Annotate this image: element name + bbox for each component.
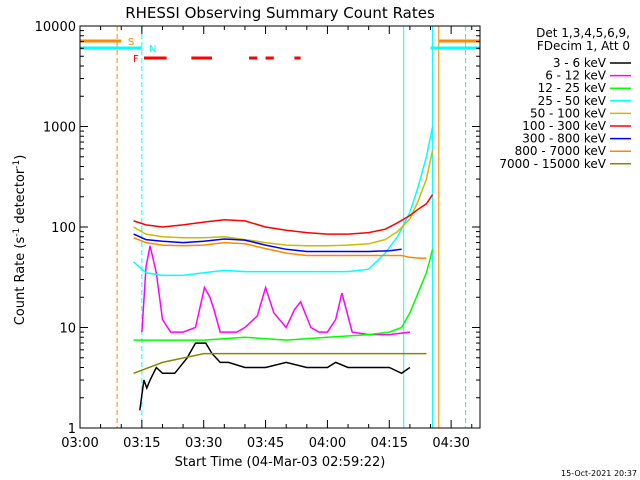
- y-axis-label-sup2: -1: [12, 160, 22, 169]
- series-layer: [133, 126, 434, 411]
- x-tick-label-5: 04:15: [371, 436, 408, 451]
- flag-label-n: N: [149, 44, 156, 55]
- legend-label-50-100-kev: 50 - 100 keV: [530, 106, 607, 120]
- x-tick-label-3: 03:45: [247, 436, 284, 451]
- x-tick-label-1: 03:15: [123, 436, 160, 451]
- chart-title: RHESSI Observing Summary Count Rates: [125, 4, 435, 22]
- y-tick-label-2: 100: [51, 221, 76, 236]
- series-line-7000-15000-kev: [133, 352, 427, 375]
- flag-label-s: S: [128, 37, 134, 48]
- y-axis-label-end: ): [13, 155, 28, 160]
- legend-label-3-6-kev: 3 - 6 keV: [553, 56, 607, 70]
- legend-header-1: Det 1,3,4,5,6,9,: [536, 26, 630, 40]
- x-tick-label-4: 04:00: [309, 436, 346, 451]
- series-line-3-6-kev: [139, 342, 411, 411]
- legend-label-7000-15000-kev: 7000 - 15000 keV: [499, 157, 606, 171]
- legend-label-12-25-kev: 12 - 25 keV: [538, 81, 607, 95]
- legend-label-25-50-kev: 25 - 50 keV: [538, 94, 607, 108]
- y-axis-label-start: Count Rate (s: [13, 237, 28, 326]
- y-axis-ticks: 1 10 100 1000 10000: [35, 20, 480, 437]
- series-line-12-25-kev: [133, 249, 434, 341]
- x-tick-label-0: 03:00: [61, 436, 98, 451]
- series-line-100-300-kev: [133, 194, 434, 235]
- footer-date: 15-Oct-2021 20:37: [561, 469, 637, 478]
- legend-label-100-300-kev: 100 - 300 keV: [522, 119, 606, 133]
- plot-frame: [79, 25, 481, 429]
- series-line-800-7000-kev: [133, 237, 427, 259]
- series-line-25-50-kev: [133, 126, 434, 277]
- y-tick-label-0: 1: [68, 422, 76, 437]
- y-axis-label-sup1: -1: [12, 228, 22, 237]
- series-line-6-12-kev: [141, 245, 410, 336]
- x-tick-label-6: 04:30: [432, 436, 469, 451]
- y-tick-label-1: 10: [59, 322, 76, 337]
- y-axis-label-mid: detector: [13, 168, 28, 228]
- series-line-300-800-kev: [133, 233, 402, 253]
- x-tick-label-2: 03:30: [185, 436, 222, 451]
- plot-clip-group: [80, 26, 480, 428]
- legend-header-2: FDecim 1, Att 0: [537, 39, 630, 53]
- flag-bars: [80, 39, 480, 60]
- x-axis-ticks: 03:00 03:15 03:30 03:45 04:00 04:15 04:30: [61, 26, 473, 451]
- legend-label-6-12-kev: 6 - 12 keV: [545, 69, 607, 83]
- legend: Det 1,3,4,5,6,9, FDecim 1, Att 0 3 - 6 k…: [499, 26, 631, 171]
- vertical-markers: [80, 26, 467, 428]
- y-tick-label-4: 10000: [35, 20, 76, 35]
- legend-label-800-7000-kev: 800 - 7000 keV: [515, 144, 607, 158]
- series-line-50-100-kev: [133, 150, 434, 247]
- legend-label-300-800-kev: 300 - 800 keV: [522, 132, 606, 146]
- flag-label-f: F: [133, 54, 139, 65]
- y-axis-label: Count Rate (s-1 detector-1): [12, 155, 28, 326]
- y-tick-label-3: 1000: [43, 121, 76, 136]
- x-axis-label: Start Time (04-Mar-03 02:59:22): [175, 455, 386, 470]
